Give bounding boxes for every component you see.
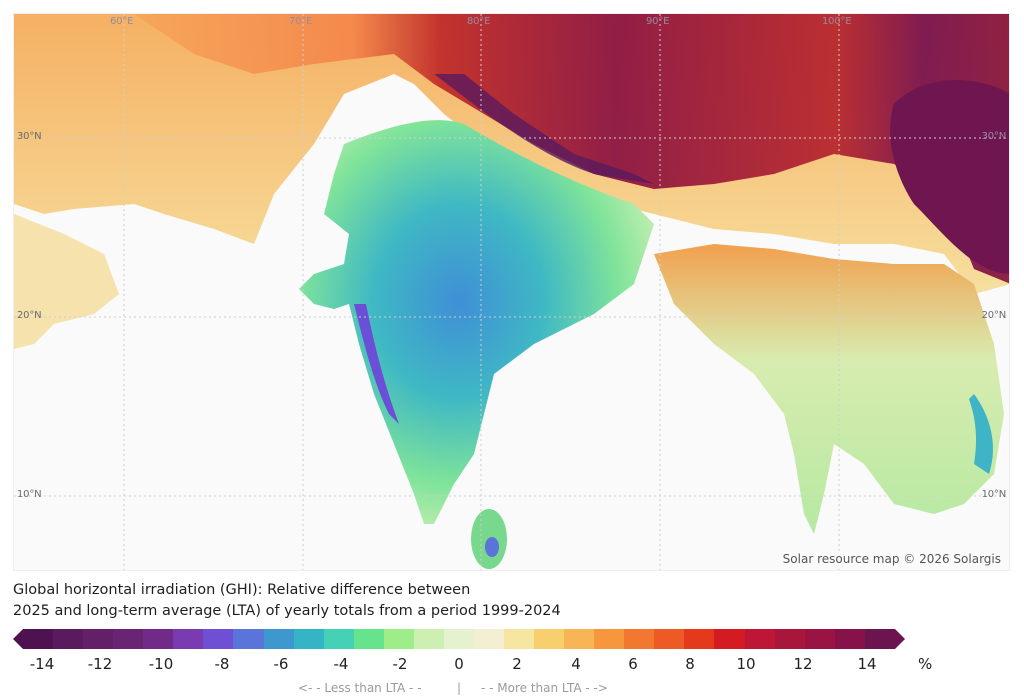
legend-swatch bbox=[413, 629, 444, 649]
longitude-label: 80°E bbox=[467, 16, 491, 27]
legend-swatch bbox=[173, 629, 204, 649]
legend-swatch bbox=[624, 629, 655, 649]
legend-swatch bbox=[23, 629, 54, 649]
map-attribution: Solar resource map © 2026 Solargis bbox=[780, 552, 1003, 566]
legend-tick: -2 bbox=[392, 655, 408, 673]
legend-swatch bbox=[744, 629, 775, 649]
legend-arrow-right-icon bbox=[894, 629, 905, 649]
legend-tick: 2 bbox=[512, 655, 522, 673]
legend-swatch bbox=[654, 629, 685, 649]
legend-tick: -10 bbox=[148, 655, 174, 673]
legend-tick: 8 bbox=[685, 655, 695, 673]
latitude-label-right: 20°N bbox=[981, 310, 1007, 321]
legend-swatch bbox=[293, 629, 324, 649]
legend-tick: 10 bbox=[736, 655, 756, 673]
legend-separator: | bbox=[457, 681, 462, 695]
longitude-label: 100°E bbox=[822, 16, 852, 27]
legend-swatch bbox=[594, 629, 625, 649]
legend-swatch bbox=[714, 629, 745, 649]
color-legend-bar bbox=[13, 629, 905, 649]
caption-line-2: 2025 and long-term average (LTA) of year… bbox=[13, 603, 561, 619]
more-than-lta-label: - - More than LTA - -> bbox=[481, 681, 608, 695]
legend-swatch bbox=[53, 629, 84, 649]
legend-tick-labels: -14 -12 -10 -8 -6 -4 -2 0 2 4 6 8 10 12 14 bbox=[0, 655, 1024, 675]
legend-swatch bbox=[504, 629, 535, 649]
legend-swatch bbox=[534, 629, 565, 649]
graticule bbox=[14, 14, 1009, 570]
legend-swatch bbox=[564, 629, 595, 649]
legend-tick: 6 bbox=[628, 655, 638, 673]
less-than-lta-label: <- - Less than LTA - - bbox=[298, 681, 422, 695]
legend-swatch bbox=[774, 629, 805, 649]
map-caption: Global horizontal irradiation (GHI): Rel… bbox=[13, 580, 561, 622]
legend-swatch bbox=[83, 629, 114, 649]
latitude-label-right: 10°N bbox=[981, 489, 1007, 500]
legend-unit: % bbox=[918, 655, 933, 673]
legend-tick: 4 bbox=[571, 655, 581, 673]
legend-swatch bbox=[443, 629, 474, 649]
legend-swatch bbox=[383, 629, 414, 649]
legend-swatch bbox=[323, 629, 354, 649]
legend-swatch bbox=[684, 629, 715, 649]
legend-swatch bbox=[263, 629, 294, 649]
latitude-label-left: 20°N bbox=[17, 310, 42, 321]
caption-line-1: Global horizontal irradiation (GHI): Rel… bbox=[13, 582, 471, 598]
legend-swatch bbox=[353, 629, 384, 649]
longitude-label: 70°E bbox=[289, 16, 313, 27]
longitude-label: 60°E bbox=[110, 16, 134, 27]
legend-swatch bbox=[804, 629, 835, 649]
legend-swatch bbox=[473, 629, 504, 649]
map-canvas[interactable]: 60°E 70°E 80°E 90°E 100°E 30°N 20°N 10°N… bbox=[13, 13, 1010, 571]
heatmap-layer bbox=[14, 14, 1009, 570]
legend-swatch bbox=[864, 629, 895, 649]
legend-swatch bbox=[203, 629, 234, 649]
legend-swatch bbox=[113, 629, 144, 649]
latitude-label-left: 10°N bbox=[17, 489, 42, 500]
legend-tick: -6 bbox=[273, 655, 289, 673]
legend-tick: -8 bbox=[214, 655, 230, 673]
legend-tick: 12 bbox=[793, 655, 813, 673]
legend-tick: -12 bbox=[87, 655, 113, 673]
legend-arrow-left-icon bbox=[13, 629, 23, 649]
latitude-label-right: 30°N bbox=[981, 131, 1007, 142]
legend-tick: -14 bbox=[29, 655, 55, 673]
legend-tick: -4 bbox=[333, 655, 349, 673]
longitude-label: 90°E bbox=[646, 16, 670, 27]
legend-swatch bbox=[834, 629, 865, 649]
legend-swatch bbox=[143, 629, 174, 649]
legend-tick: 14 bbox=[857, 655, 877, 673]
legend-swatch bbox=[233, 629, 264, 649]
legend-tick: 0 bbox=[454, 655, 464, 673]
latitude-label-left: 30°N bbox=[17, 131, 42, 142]
